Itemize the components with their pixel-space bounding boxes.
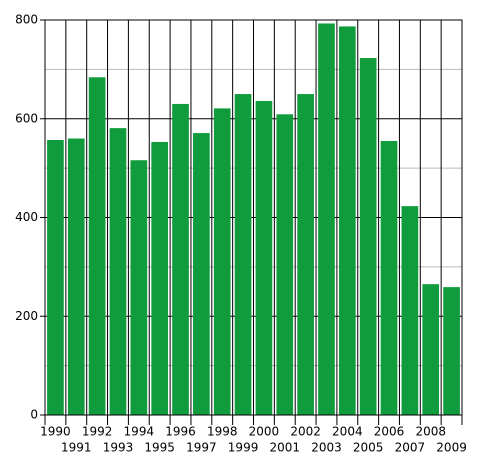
- bar: [401, 206, 419, 415]
- x-tick-label: 2008: [415, 425, 446, 439]
- x-tick-label: 2003: [311, 441, 342, 455]
- bar: [109, 128, 127, 415]
- bar: [151, 141, 169, 416]
- bar: [67, 138, 85, 415]
- x-tick-label: 1999: [228, 441, 259, 455]
- bar: [338, 26, 356, 415]
- bar: [213, 108, 231, 415]
- plot-frame: [44, 19, 463, 416]
- y-tick-label: 0: [30, 408, 38, 422]
- bar: [359, 58, 377, 416]
- bar: [297, 94, 314, 415]
- x-tick-label: 2007: [395, 441, 426, 455]
- x-tick-label: 1994: [124, 425, 155, 439]
- x-tick-label: 1993: [103, 441, 134, 455]
- y-tick-label: 400: [15, 210, 38, 224]
- bar: [47, 139, 64, 415]
- x-tick-label: 1990: [40, 425, 71, 439]
- bar: [172, 103, 189, 415]
- bar: [130, 160, 148, 415]
- bar: [234, 94, 252, 415]
- bar: [193, 133, 210, 415]
- bar: [443, 287, 460, 415]
- bar: [88, 77, 106, 416]
- x-tick-label: 1996: [165, 425, 196, 439]
- x-tick-label: 1997: [186, 441, 217, 455]
- x-tick-label: 1992: [82, 425, 113, 439]
- y-tick-label: 600: [15, 111, 38, 125]
- x-tick-label: 1995: [144, 441, 175, 455]
- x-tick-label: 2002: [290, 425, 321, 439]
- x-tick-label: 2009: [436, 441, 467, 455]
- x-tick-label: 2005: [353, 441, 384, 455]
- y-tick-label: 200: [15, 309, 38, 323]
- bar: [276, 114, 294, 416]
- x-tick-label: 2006: [374, 425, 405, 439]
- bar: [318, 23, 335, 416]
- x-tick-label: 2000: [249, 425, 280, 439]
- x-tick-label: 2001: [270, 441, 301, 455]
- bar: [380, 140, 398, 415]
- x-tick-label: 2004: [332, 425, 363, 439]
- bar: [255, 100, 273, 415]
- y-tick-label: 800: [15, 13, 38, 27]
- bar: [422, 284, 440, 415]
- x-tick-label: 1998: [207, 425, 238, 439]
- x-tick-label: 1991: [61, 441, 92, 455]
